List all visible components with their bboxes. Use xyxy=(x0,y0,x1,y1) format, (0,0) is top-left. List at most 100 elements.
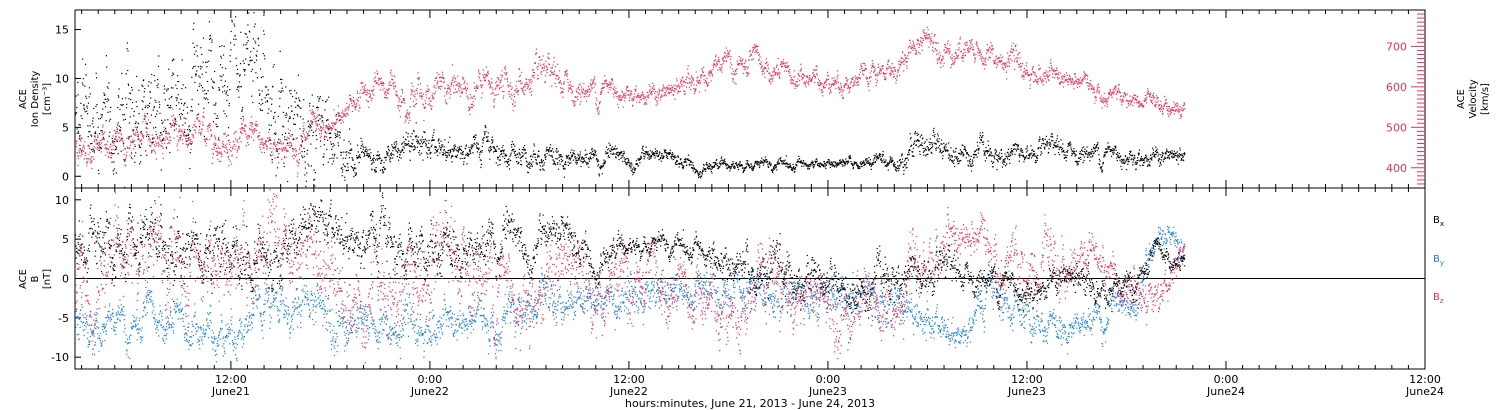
velocity-point xyxy=(524,84,526,86)
velocity-point xyxy=(133,148,135,150)
velocity-point xyxy=(936,58,938,60)
velocity-point xyxy=(459,85,461,87)
velocity-point xyxy=(875,74,877,76)
velocity-point xyxy=(607,83,609,85)
velocity-point xyxy=(509,82,512,84)
velocity-point xyxy=(401,101,403,103)
velocity-point xyxy=(458,85,460,87)
velocity-point xyxy=(1034,74,1036,76)
velocity-point xyxy=(1056,76,1059,78)
velocity-point xyxy=(1176,105,1178,107)
velocity-point xyxy=(102,126,104,128)
velocity-point xyxy=(687,65,689,67)
velocity-point xyxy=(819,84,821,86)
velocity-point xyxy=(532,69,534,71)
velocity-point xyxy=(541,71,543,73)
density-point xyxy=(76,128,78,130)
velocity-point xyxy=(1144,94,1146,96)
velocity-point xyxy=(1127,103,1129,105)
velocity-point xyxy=(238,148,240,150)
density-tick-label: 0 xyxy=(62,170,69,183)
velocity-point xyxy=(1162,108,1165,110)
velocity-point xyxy=(120,140,122,142)
velocity-point xyxy=(550,70,552,72)
velocity-point xyxy=(1077,83,1079,86)
velocity-point xyxy=(857,76,859,78)
velocity-point xyxy=(376,73,378,75)
velocity-point xyxy=(990,48,992,50)
velocity-point xyxy=(323,129,325,131)
velocity-point xyxy=(176,145,178,147)
velocity-point xyxy=(510,88,512,90)
velocity-point xyxy=(604,75,606,77)
velocity-point xyxy=(232,145,234,147)
density-point xyxy=(269,139,271,141)
velocity-point xyxy=(434,93,436,95)
velocity-point xyxy=(588,94,590,96)
velocity-point xyxy=(79,137,81,139)
velocity-point xyxy=(886,67,888,69)
velocity-point xyxy=(1038,64,1040,66)
velocity-point xyxy=(286,149,288,151)
velocity-point xyxy=(156,143,158,145)
velocity-point xyxy=(406,113,408,115)
density-point xyxy=(208,21,210,23)
density-point xyxy=(223,110,225,112)
velocity-point xyxy=(983,68,986,70)
velocity-point xyxy=(669,91,671,93)
velocity-point xyxy=(249,122,251,124)
velocity-point xyxy=(415,103,418,105)
velocity-point xyxy=(154,152,156,154)
density-point xyxy=(136,75,138,78)
velocity-point xyxy=(468,106,470,109)
velocity-point xyxy=(646,95,648,97)
velocity-point xyxy=(1096,87,1098,89)
velocity-point xyxy=(183,135,185,137)
velocity-point xyxy=(632,104,634,106)
velocity-point xyxy=(114,133,116,135)
density-point xyxy=(153,106,156,108)
velocity-point xyxy=(643,103,645,105)
density-point xyxy=(204,89,206,91)
velocity-point xyxy=(106,151,108,153)
velocity-point xyxy=(710,80,712,82)
velocity-point xyxy=(895,82,897,84)
velocity-point xyxy=(394,75,396,77)
density-point xyxy=(75,114,77,116)
density-point xyxy=(193,46,195,48)
velocity-point xyxy=(482,74,484,76)
velocity-point xyxy=(648,84,650,86)
velocity-point xyxy=(158,145,160,147)
velocity-point xyxy=(1015,57,1018,59)
velocity-point xyxy=(1164,95,1166,97)
velocity-point xyxy=(495,82,497,84)
density-point xyxy=(150,114,152,116)
density-point xyxy=(241,109,243,111)
density-point xyxy=(365,146,367,148)
velocity-point xyxy=(494,98,496,100)
density-point xyxy=(186,134,188,136)
velocity-point xyxy=(169,136,171,138)
velocity-point xyxy=(347,114,349,116)
density-point xyxy=(253,12,255,14)
b-tick-label: 0 xyxy=(62,273,69,286)
density-point xyxy=(284,114,286,116)
velocity-point xyxy=(566,70,568,72)
velocity-point xyxy=(87,158,90,160)
velocity-point xyxy=(227,155,230,157)
velocity-point xyxy=(937,62,939,64)
density-point xyxy=(189,152,191,154)
velocity-point xyxy=(247,144,250,146)
velocity-point xyxy=(205,142,207,144)
velocity-point xyxy=(912,47,914,49)
velocity-point xyxy=(441,71,443,73)
density-point xyxy=(118,96,120,98)
velocity-point xyxy=(156,145,158,147)
density-point xyxy=(330,143,332,145)
velocity-point xyxy=(524,86,526,88)
density-point xyxy=(100,114,102,116)
density-point xyxy=(347,166,349,168)
velocity-point xyxy=(212,153,214,155)
density-point xyxy=(278,90,280,92)
density-point xyxy=(242,60,244,62)
